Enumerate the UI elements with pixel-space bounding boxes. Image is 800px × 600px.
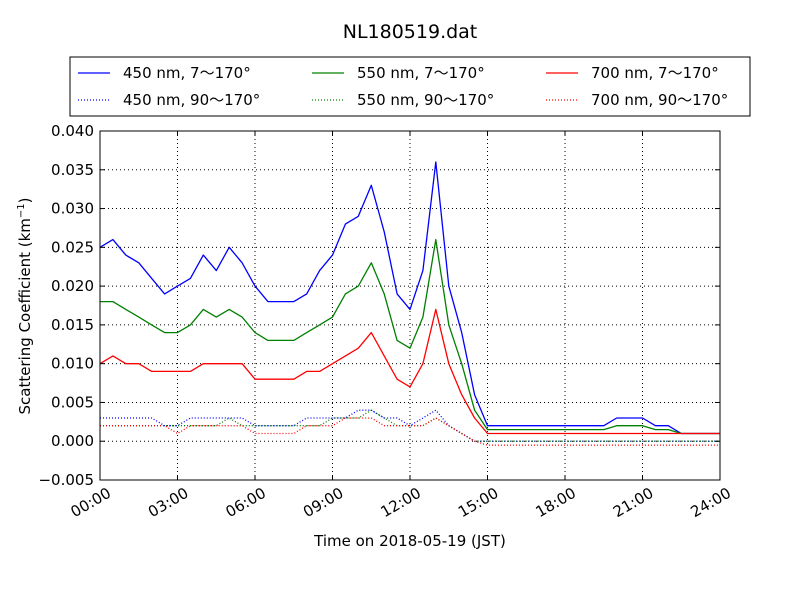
y-tick-label: 0.025 [51, 238, 94, 256]
y-axis-label: Scattering Coefficient (km−1) [16, 197, 34, 414]
axis-ticks: 00:00 03:00 06:00 09:00 12:00 15:00 18:00 21:00… [38, 122, 734, 521]
y-tick-label: 0.035 [51, 161, 94, 179]
legend-items: 450 nm, 7～170° 550 nm, 7～170° 700 nm, 7～17… [78, 64, 728, 109]
legend-box [69, 56, 751, 117]
x-tick-label: 03:00 [145, 484, 191, 521]
y-tick-label: 0.000 [51, 432, 94, 450]
y-tick-label: 0.040 [51, 122, 94, 140]
x-tick-label: 06:00 [223, 484, 269, 521]
y-tick-label: −0.005 [38, 471, 94, 489]
x-axis-label: Time on 2018-05-19 (JST) [313, 532, 506, 550]
legend: 450 nm, 7～170° 550 nm, 7～170° 700 nm, 7～17… [69, 56, 751, 117]
x-tick-label: 12:00 [378, 484, 424, 521]
legend-label: 450 nm, 90～170° [123, 91, 260, 109]
series-line-3 [100, 409, 720, 442]
y-tick-label: 0.020 [51, 277, 94, 295]
x-tick-label: 00:00 [68, 484, 114, 521]
y-axis-label-main: Scattering Coefficient (km [16, 218, 34, 414]
y-axis-label-close: ) [16, 197, 34, 203]
series-line-1 [100, 238, 720, 435]
y-tick-label: 0.015 [51, 316, 94, 334]
y-tick-label: 0.005 [51, 393, 94, 411]
legend-label: 700 nm, 7～170° [591, 64, 719, 82]
x-tick-label: 09:00 [300, 484, 346, 521]
chart-title: NL180519.dat [343, 21, 478, 43]
x-tick-label: 15:00 [455, 484, 501, 521]
series-lines [99, 161, 720, 446]
grid [100, 131, 720, 480]
legend-label: 700 nm, 90～170° [591, 91, 728, 109]
x-tick-label: 21:00 [610, 484, 656, 521]
y-tick-label: 0.030 [51, 200, 94, 218]
series-line-0 [99, 161, 720, 435]
legend-label: 550 nm, 7～170° [357, 64, 485, 82]
legend-label: 550 nm, 90～170° [357, 91, 494, 109]
x-tick-label: 18:00 [533, 484, 579, 521]
y-tick-label: 0.010 [51, 355, 94, 373]
y-axis-label-exponent: −1 [16, 203, 27, 218]
x-tick-label: 24:00 [688, 484, 734, 521]
legend-label: 450 nm, 7～170° [123, 64, 251, 82]
series-line-2 [99, 308, 720, 435]
